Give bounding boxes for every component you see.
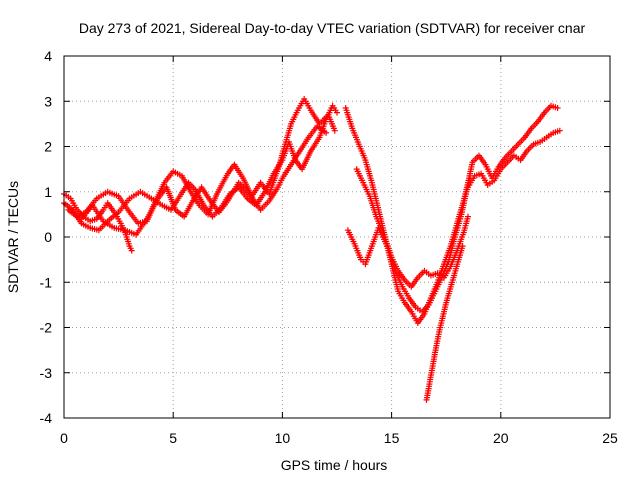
y-tick-label: -1 xyxy=(40,274,53,290)
data-point xyxy=(128,247,135,254)
data-point xyxy=(334,109,340,116)
data-point xyxy=(465,213,471,220)
x-tick-label: 15 xyxy=(384,430,400,446)
data-point xyxy=(459,243,466,250)
x-axis-label: GPS time / hours xyxy=(281,457,388,473)
x-tick-label: 10 xyxy=(275,430,291,446)
y-axis-label: SDTVAR / TECUs xyxy=(5,181,21,293)
data-point xyxy=(556,127,563,134)
plot-frame xyxy=(63,55,611,419)
data-point xyxy=(331,127,338,134)
x-tick-label: 20 xyxy=(493,430,509,446)
y-tick-label: 4 xyxy=(44,48,52,64)
x-tick-labels: 0 5 10 15 20 25 xyxy=(60,430,618,446)
y-tick-label: 2 xyxy=(44,139,52,155)
y-tick-labels: -4 -3 -2 -1 0 1 2 3 4 xyxy=(40,48,53,426)
y-tick-label: 1 xyxy=(44,184,52,200)
x-tick-label: 25 xyxy=(602,430,618,446)
y-tick-label: 0 xyxy=(44,229,52,245)
grid xyxy=(64,56,610,418)
y-tick-label: -3 xyxy=(40,365,53,381)
chart-title: Day 273 of 2021, Sidereal Day-to-day VTE… xyxy=(79,20,586,36)
y-tick-label: 3 xyxy=(44,93,52,109)
data-points xyxy=(61,96,563,403)
y-tick-label: -2 xyxy=(40,320,53,336)
y-tick-label: -4 xyxy=(40,410,53,426)
x-tick-label: 5 xyxy=(169,430,177,446)
x-tick-label: 0 xyxy=(60,430,68,446)
data-point xyxy=(323,129,330,136)
data-point xyxy=(554,105,561,111)
